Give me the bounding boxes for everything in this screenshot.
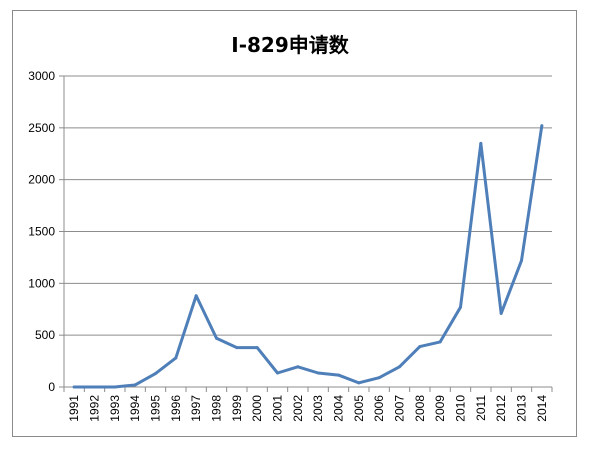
data-point xyxy=(72,385,76,389)
x-tick-label: 1994 xyxy=(128,395,142,422)
chart-title: I-829申请数 xyxy=(231,33,349,57)
data-point xyxy=(418,345,422,349)
x-tick-label: 2004 xyxy=(332,395,346,422)
data-point xyxy=(255,346,259,350)
y-tick-label: 0 xyxy=(48,380,55,394)
x-tick-label: 2013 xyxy=(515,395,529,422)
x-tick-label: 1997 xyxy=(189,395,203,422)
series-line xyxy=(72,124,544,389)
chart-frame xyxy=(12,10,577,437)
data-point xyxy=(520,259,523,263)
x-tick-label: 2012 xyxy=(494,395,508,422)
x-tick-label: 2006 xyxy=(372,395,386,422)
x-tick-label: 1996 xyxy=(169,395,183,422)
x-tick-label: 2000 xyxy=(250,395,264,422)
data-point xyxy=(337,373,340,377)
data-point xyxy=(398,365,401,369)
data-point xyxy=(377,376,381,380)
series-layer xyxy=(72,124,544,389)
x-tick-label: 2007 xyxy=(393,395,407,422)
x-tick-label: 2009 xyxy=(433,395,447,422)
x-tick-label: 2002 xyxy=(291,395,305,422)
x-tick-label: 2005 xyxy=(352,395,366,422)
x-tick-label: 2010 xyxy=(454,395,468,422)
data-point xyxy=(540,124,544,128)
x-tick-label: 1991 xyxy=(67,395,81,422)
data-point xyxy=(113,385,117,389)
gridlines xyxy=(64,75,552,336)
x-tick-labels: 1991 1992 1993 1994 1995 1996 1997 1998 1999 2000… xyxy=(67,395,549,422)
data-point xyxy=(154,372,157,376)
data-point xyxy=(316,371,320,375)
data-point xyxy=(459,305,462,309)
x-tick-label: 1993 xyxy=(108,395,122,422)
x-tick-label: 2001 xyxy=(271,395,285,422)
data-point xyxy=(194,294,198,298)
x-tick-label: 2014 xyxy=(535,395,549,422)
data-point xyxy=(296,365,300,369)
x-tick-label: 1999 xyxy=(230,395,244,422)
y-tick-label: 1500 xyxy=(28,225,55,239)
data-point xyxy=(276,371,279,375)
x-tick-label: 2008 xyxy=(413,395,427,422)
x-tick-label: 2011 xyxy=(474,395,488,421)
data-point xyxy=(357,381,361,385)
x-tick-label: 1995 xyxy=(149,395,163,422)
y-tick-label: 2000 xyxy=(28,173,55,187)
x-tick-label: 1992 xyxy=(88,395,102,422)
data-point xyxy=(93,385,96,389)
y-tick-label: 3000 xyxy=(28,69,55,83)
data-point xyxy=(438,340,442,344)
y-tick-label: 2500 xyxy=(28,121,55,135)
y-tick-label: 1000 xyxy=(28,276,55,290)
data-point xyxy=(479,141,483,145)
axes xyxy=(59,75,553,392)
x-tick-label: 2003 xyxy=(311,395,325,422)
data-point xyxy=(235,346,239,350)
data-point xyxy=(174,356,178,360)
data-point xyxy=(133,383,137,387)
data-point xyxy=(499,311,503,315)
y-tick-label: 500 xyxy=(35,328,55,342)
data-point xyxy=(215,336,218,340)
x-tick-label: 1998 xyxy=(210,395,224,422)
y-tick-labels: 0 500 1000 1500 2000 2500 3000 xyxy=(28,69,55,394)
